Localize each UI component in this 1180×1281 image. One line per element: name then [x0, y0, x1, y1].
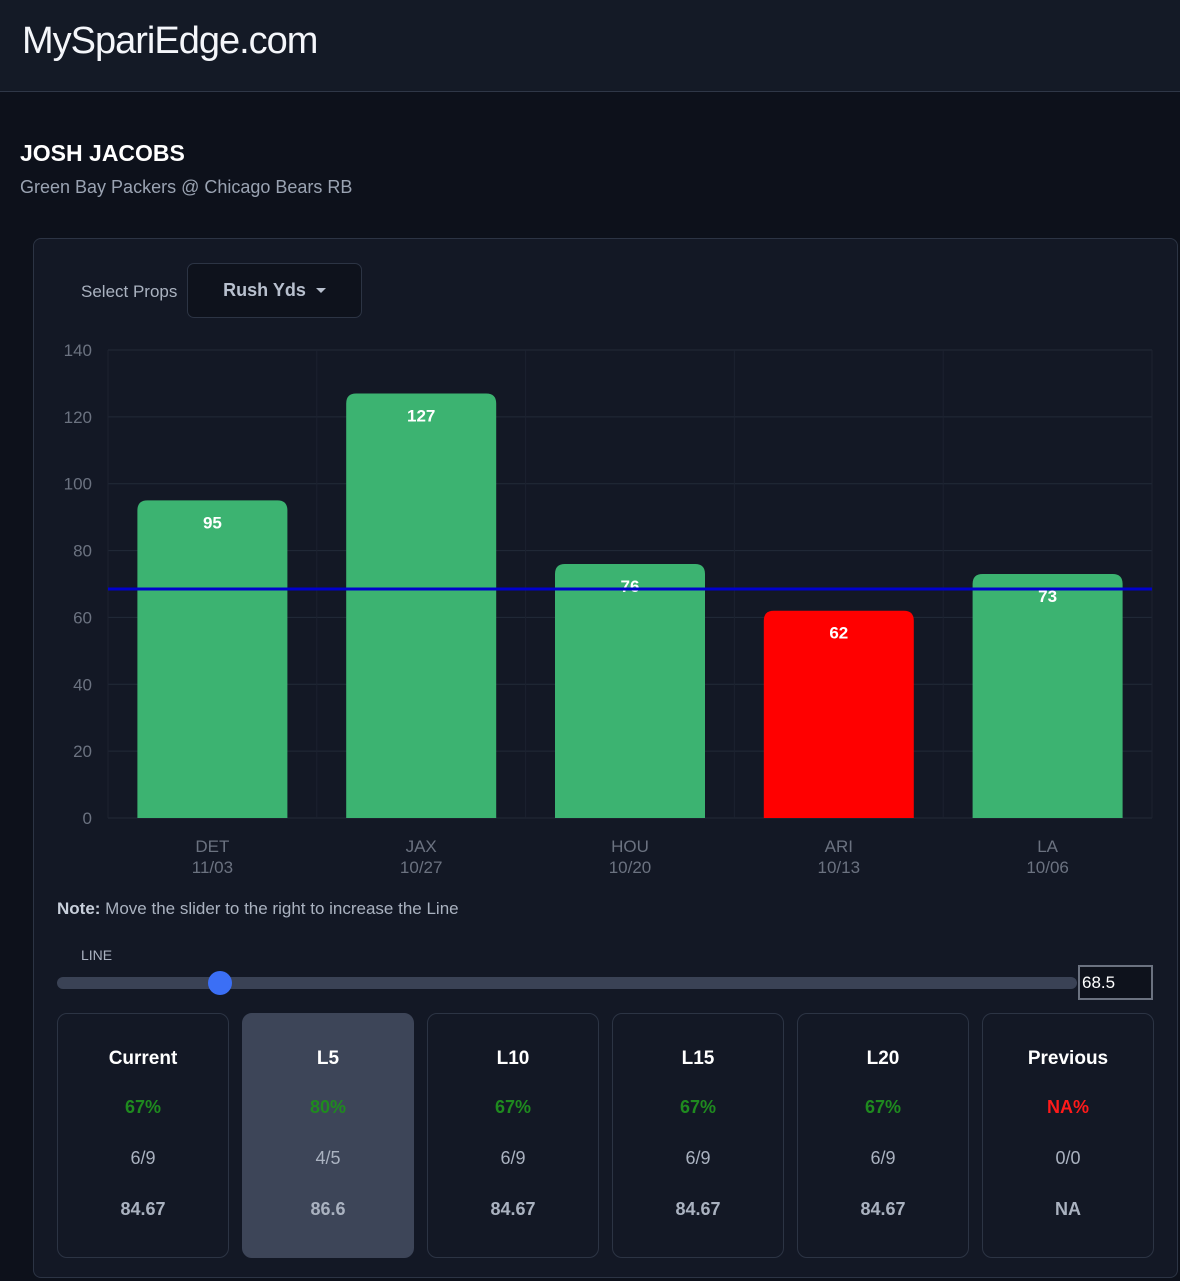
- stat-card-l5[interactable]: L5 80% 4/5 86.6: [242, 1013, 414, 1258]
- y-tick-label: 60: [73, 608, 92, 627]
- y-tick-label: 40: [73, 675, 92, 694]
- y-tick-label: 20: [73, 742, 92, 761]
- bar-value-label: 95: [203, 513, 222, 532]
- x-tick-date: 10/13: [818, 858, 861, 877]
- y-tick-label: 140: [64, 341, 92, 360]
- stat-title: Current: [108, 1048, 178, 1069]
- stat-average: 84.67: [860, 1199, 906, 1219]
- header: MySpariEdge.com: [0, 0, 1180, 92]
- stat-average: NA: [1055, 1199, 1081, 1219]
- stat-title: Previous: [1027, 1048, 1109, 1069]
- line-slider-track[interactable]: [57, 977, 1077, 989]
- stat-average: 84.67: [675, 1199, 721, 1219]
- stats-row: Current 67% 6/9 84.67 L5 80% 4/5 86.6 L10 …: [57, 1013, 1154, 1258]
- bar-value-label: 62: [829, 624, 848, 643]
- stat-fraction: 6/9: [685, 1148, 711, 1168]
- stat-fraction: 6/9: [130, 1148, 156, 1168]
- y-tick-label: 100: [64, 475, 92, 494]
- stat-fraction: 0/0: [1055, 1148, 1081, 1168]
- bar-det: [137, 500, 288, 818]
- x-tick-label: JAX: [406, 837, 437, 856]
- bar-la: [972, 573, 1123, 818]
- x-tick-date: 10/27: [400, 858, 443, 877]
- stat-card-l20[interactable]: L20 67% 6/9 84.67: [797, 1013, 969, 1258]
- note-label: Note:: [57, 899, 101, 918]
- caret-down-icon: [315, 288, 326, 293]
- bar-value-label: 73: [1038, 587, 1057, 606]
- bar-jax: [346, 393, 497, 818]
- stat-average: 84.67: [120, 1199, 166, 1219]
- x-tick-date: 11/03: [192, 858, 233, 877]
- bar-value-label: 127: [407, 406, 435, 425]
- player-subtitle: Green Bay Packers @ Chicago Bears RB: [20, 177, 353, 197]
- y-tick-label: 80: [73, 542, 92, 561]
- line-label: LINE: [81, 947, 113, 963]
- line-input[interactable]: [1078, 965, 1153, 1000]
- bar-chart: 0 20 40 60 80 100 120 140 95 DET 11/03 127 JAX 10/27 7…: [64, 341, 1153, 877]
- line-slider-thumb[interactable]: [208, 971, 233, 995]
- bar-value-label: 76: [621, 577, 640, 596]
- y-tick-label: 120: [64, 408, 92, 427]
- stat-fraction: 6/9: [500, 1148, 526, 1168]
- player-name: JOSH JACOBS: [20, 140, 185, 166]
- x-tick-label: DET: [195, 837, 229, 856]
- props-selected: Rush Yds: [223, 280, 306, 300]
- x-tick-date: 10/20: [609, 858, 652, 877]
- stat-fraction: 4/5: [315, 1148, 341, 1168]
- y-tick-label: 0: [83, 809, 92, 828]
- stat-fraction: 6/9: [870, 1148, 896, 1168]
- stat-title: L5: [316, 1048, 340, 1069]
- x-tick-label: HOU: [611, 837, 649, 856]
- stat-title: L20: [866, 1048, 900, 1069]
- bar-hou: [555, 563, 705, 818]
- stat-average: 84.67: [490, 1199, 536, 1219]
- stat-percent: 67%: [864, 1097, 902, 1117]
- stat-title: L15: [681, 1048, 715, 1069]
- stat-average: 86.6: [310, 1199, 346, 1219]
- stat-card-current[interactable]: Current 67% 6/9 84.67: [57, 1013, 229, 1258]
- stat-percent: 80%: [309, 1097, 347, 1117]
- stat-percent: 67%: [679, 1097, 717, 1117]
- stat-percent: 67%: [494, 1097, 532, 1117]
- brand-logo[interactable]: MySpariEdge.com: [22, 20, 318, 62]
- bar-ari: [763, 610, 914, 818]
- x-tick-label: LA: [1037, 837, 1058, 856]
- stat-percent: 67%: [124, 1097, 162, 1117]
- stat-percent: NA%: [1046, 1097, 1089, 1117]
- slider-note: Note: Move the slider to the right to in…: [57, 899, 459, 919]
- note-text: Move the slider to the right to increase…: [100, 899, 459, 918]
- x-tick-label: ARI: [825, 837, 853, 856]
- select-props-label: Select Props: [81, 282, 178, 301]
- x-tick-date: 10/06: [1026, 858, 1069, 877]
- stat-card-l15[interactable]: L15 67% 6/9 84.67: [612, 1013, 784, 1258]
- stat-card-previous[interactable]: Previous NA% 0/0 NA: [982, 1013, 1154, 1258]
- props-dropdown[interactable]: Rush Yds: [187, 263, 362, 318]
- stat-card-l10[interactable]: L10 67% 6/9 84.67: [427, 1013, 599, 1258]
- stat-title: L10: [496, 1048, 530, 1069]
